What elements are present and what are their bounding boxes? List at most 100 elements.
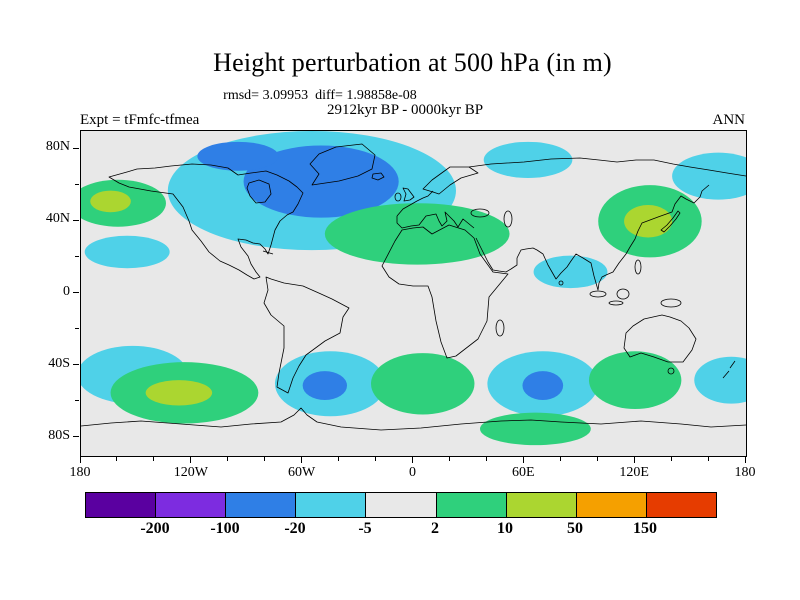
x-tick-label: 180 [734, 465, 756, 480]
map-canvas [81, 131, 746, 446]
anomaly-blue [243, 145, 399, 218]
coastline-south-america [263, 276, 350, 394]
coastline-asia-pacific [475, 184, 710, 291]
coastline-java [608, 300, 624, 306]
coastline-hudson-bay [246, 179, 272, 204]
x-tick-label: 0 [409, 465, 416, 480]
map-frame [80, 130, 747, 457]
y-tick-label: 40N [45, 211, 70, 227]
colorbar-label: 10 [497, 520, 513, 537]
x-major-tick [744, 457, 746, 463]
anomaly-yellowgreen [145, 380, 213, 406]
anomaly-blobs [81, 131, 746, 446]
x-minor-tick [670, 457, 672, 461]
coastlines [81, 143, 746, 431]
y-tick-label: 80N [45, 139, 70, 155]
y-tick-label: 40S [48, 355, 70, 371]
coastline-japan [660, 210, 681, 233]
anomaly-blue [522, 371, 564, 401]
colorbar-segment-4 [365, 493, 436, 517]
x-minor-tick [227, 457, 229, 461]
experiment-label: Expt = tFmfc-tfmea [80, 112, 200, 128]
x-minor-tick [116, 457, 118, 461]
colorbar-segment-7 [575, 493, 646, 517]
coastline-asia-arctic [468, 157, 746, 177]
colorbar-segment-3 [295, 493, 366, 517]
x-minor-tick [153, 457, 155, 461]
y-major-tick [73, 292, 79, 293]
anomaly-blue [197, 141, 279, 171]
anomaly-cyan [483, 141, 573, 178]
y-tick-label: 80S [48, 427, 70, 443]
x-minor-tick [707, 457, 709, 461]
season-label: ANN [712, 112, 746, 128]
y-minor-tick [75, 255, 79, 257]
y-major-tick [73, 364, 79, 366]
colorbar-segment-0 [86, 493, 156, 517]
x-major-tick [301, 457, 303, 463]
x-minor-tick [596, 457, 598, 461]
coastline-antarctica [81, 407, 746, 431]
y-tick-label: 0 [63, 283, 70, 299]
x-tick-label: 60E [512, 465, 535, 480]
x-tick-label: 60W [288, 465, 316, 480]
y-minor-tick [75, 400, 79, 402]
anomaly-yellowgreen [90, 190, 131, 213]
coastline-cuba [262, 250, 274, 255]
x-major-tick [522, 457, 524, 463]
coastline-scandinavia [422, 166, 479, 195]
colorbar [85, 492, 717, 518]
coastline-north-america [108, 163, 304, 280]
x-major-tick [633, 457, 635, 463]
coastline-sri-lanka [558, 280, 564, 286]
anomaly-cyan [672, 152, 746, 200]
x-tick-label: 120W [173, 465, 208, 480]
colorbar-label: -5 [358, 520, 372, 537]
colorbar-label: 50 [567, 520, 583, 537]
coastline-borneo [616, 288, 630, 300]
y-major-tick [73, 436, 79, 438]
colorbar-label: -200 [140, 520, 170, 537]
anomaly-blue [302, 371, 347, 401]
coastline-ireland [394, 192, 402, 202]
coastline-north-europe [396, 190, 434, 217]
coastline-south-europe [396, 211, 475, 229]
anomaly-yellowgreen [624, 205, 673, 238]
colorbar-label: 150 [633, 520, 657, 537]
coastline-australia [623, 314, 697, 363]
anomaly-green [480, 412, 591, 446]
x-minor-tick [338, 457, 340, 461]
x-tick-label: 120E [619, 465, 649, 480]
coastline-sumatra [589, 290, 607, 298]
x-major-tick [79, 457, 81, 463]
plot-title: Height perturbation at 500 hPa (in m) [213, 48, 612, 77]
coastline-britain [402, 187, 415, 202]
colorbar-label: 2 [431, 520, 439, 537]
colorbar-segment-1 [155, 493, 226, 517]
x-minor-tick [559, 457, 561, 461]
colorbar-segment-6 [505, 493, 576, 517]
x-minor-tick [264, 457, 266, 461]
x-tick-label: 180 [69, 465, 91, 480]
coastline-africa [381, 224, 509, 359]
anomaly-green [324, 203, 510, 265]
x-minor-tick [485, 457, 487, 461]
coastline-new-guinea [660, 298, 682, 308]
anomaly-cyan [533, 255, 608, 289]
stats-line: rmsd= 3.09953 diff= 1.98858e-08 [223, 88, 417, 103]
y-major-tick [73, 219, 79, 221]
y-minor-tick [75, 183, 79, 185]
coastline-greenland [309, 143, 376, 186]
x-minor-tick [448, 457, 450, 461]
y-minor-tick [75, 328, 79, 330]
x-minor-tick [375, 457, 377, 461]
anomaly-cyan [84, 235, 170, 269]
anomaly-green [588, 351, 682, 410]
coastline-iceland [371, 172, 385, 181]
colorbar-segment-8 [645, 493, 716, 517]
coastline-tasmania [667, 367, 675, 375]
colorbar-segment-2 [225, 493, 296, 517]
y-major-tick [73, 147, 79, 149]
coastline-madagascar [495, 319, 505, 337]
